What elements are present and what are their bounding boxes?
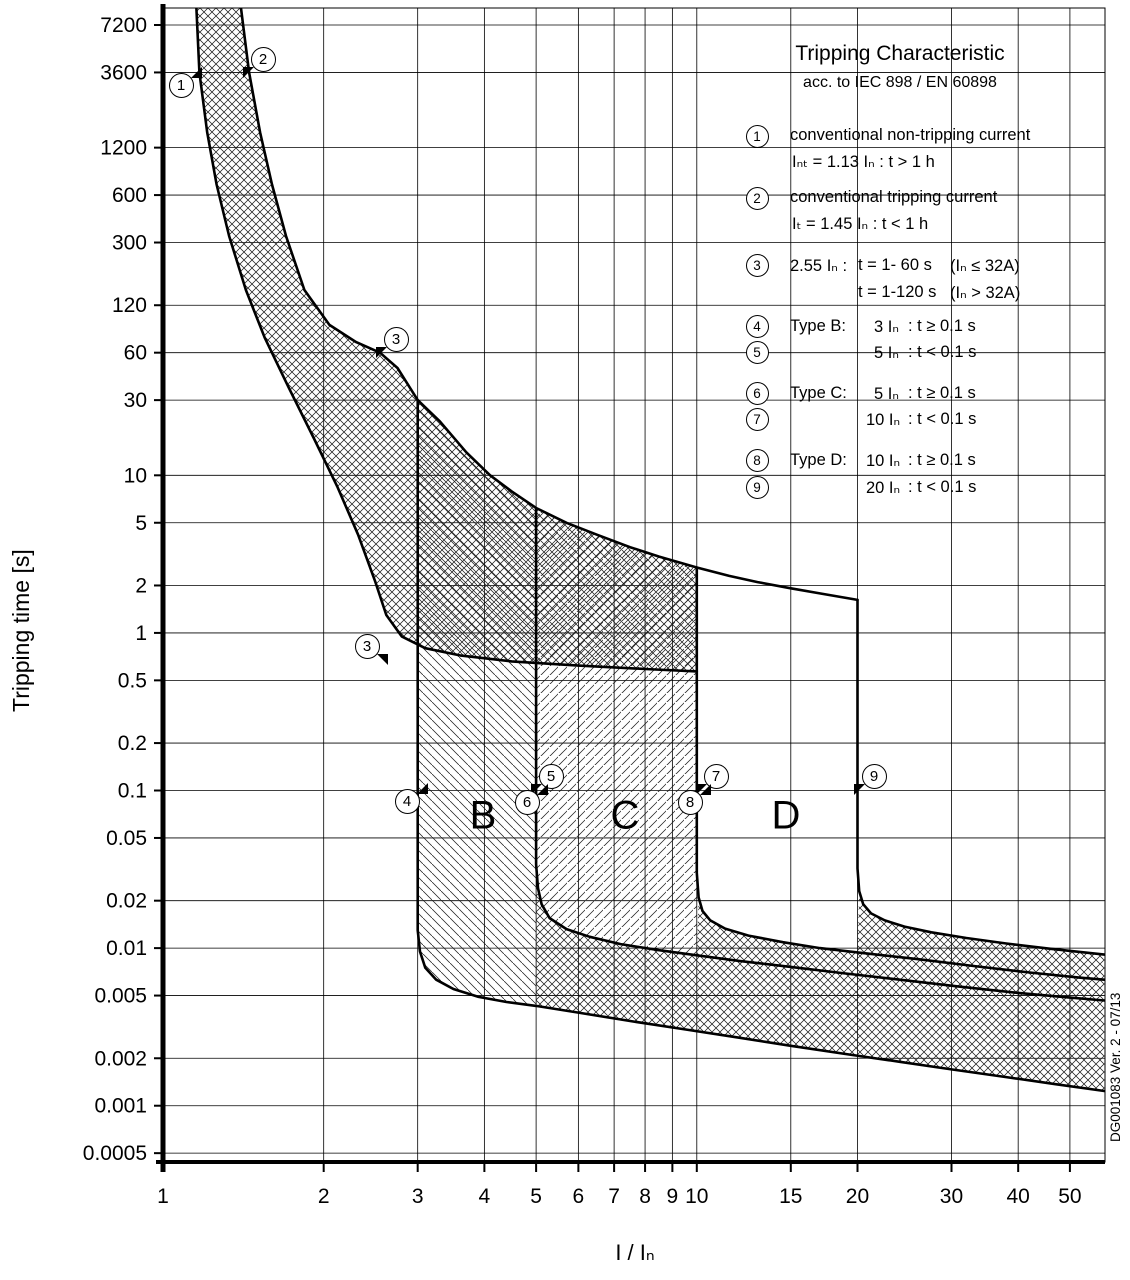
- svg-text:40: 40: [1006, 1185, 1029, 1208]
- svg-text:4: 4: [479, 1185, 491, 1208]
- document-number: DG001083 Ver. 2 - 07/13: [1108, 992, 1123, 1142]
- svg-text:5: 5: [135, 512, 147, 535]
- marker-flag-icon: [530, 783, 542, 795]
- legend-text: Type B:: [790, 317, 846, 335]
- legend-text: 5 Iₙ: [874, 385, 899, 403]
- legend-text: 20 Iₙ: [866, 479, 901, 497]
- marker-flag-icon: [190, 66, 202, 78]
- svg-text:30: 30: [124, 389, 147, 412]
- svg-text:600: 600: [112, 184, 147, 207]
- svg-text:5: 5: [530, 1185, 542, 1208]
- curve-marker-4: 4: [394, 782, 428, 814]
- svg-text:0.01: 0.01: [106, 937, 147, 960]
- legend-number-2: 2: [745, 186, 769, 210]
- region-label-b: B: [469, 793, 497, 838]
- curve-marker-3: 3: [354, 633, 388, 665]
- svg-text:0.005: 0.005: [94, 985, 147, 1008]
- svg-text:8: 8: [639, 1185, 651, 1208]
- region-label-d: D: [771, 793, 801, 838]
- legend-text: Iₜ = 1.45 Iₙ : t < 1 h: [792, 215, 929, 233]
- legend-text: : t ≥ 0.1 s: [908, 451, 976, 469]
- svg-text:0.02: 0.02: [106, 890, 147, 913]
- legend-number-3: 3: [745, 253, 769, 277]
- svg-text:50: 50: [1058, 1185, 1081, 1208]
- svg-text:3: 3: [412, 1185, 424, 1208]
- svg-text:2: 2: [135, 574, 147, 597]
- svg-text:10: 10: [124, 464, 147, 487]
- y-axis-title: Tripping time [s]: [8, 549, 34, 712]
- chart-subtitle: acc. to IEC 898 / EN 60898: [803, 74, 997, 91]
- x-axis-title: I / Iₙ: [615, 1240, 655, 1265]
- marker-flag-icon: [375, 346, 387, 358]
- legend-text: Type D:: [790, 451, 847, 469]
- legend-text: conventional non-tripping current: [790, 126, 1031, 144]
- svg-text:7: 7: [608, 1185, 620, 1208]
- legend-text: 10 Iₙ: [866, 411, 901, 429]
- chart-title: Tripping Characteristic: [795, 42, 1005, 65]
- legend-text: : t < 0.1 s: [908, 478, 977, 496]
- marker-flag-icon: [699, 783, 711, 795]
- legend-text: (Iₙ > 32A): [950, 284, 1021, 302]
- legend-number-1: 1: [745, 124, 769, 148]
- svg-text:6: 6: [573, 1185, 585, 1208]
- legend-text: 3 Iₙ: [874, 318, 899, 336]
- svg-text:300: 300: [112, 232, 147, 255]
- legend-number-4: 4: [745, 314, 769, 338]
- marker-flag-icon: [376, 653, 388, 665]
- legend-number-7: 7: [745, 407, 769, 431]
- legend-text: : t ≥ 0.1 s: [908, 384, 976, 402]
- svg-text:0.001: 0.001: [94, 1095, 147, 1118]
- svg-text:0.002: 0.002: [94, 1047, 147, 1070]
- legend-text: 5 Iₙ: [874, 344, 899, 362]
- svg-text:7200: 7200: [100, 14, 147, 37]
- legend-text: Iₙₜ = 1.13 Iₙ : t > 1 h: [792, 153, 935, 171]
- svg-text:0.0005: 0.0005: [83, 1142, 147, 1165]
- svg-text:0.2: 0.2: [118, 732, 147, 755]
- curve-marker-8: 8: [677, 783, 711, 815]
- svg-text:0.1: 0.1: [118, 780, 147, 803]
- legend-text: : t < 0.1 s: [908, 410, 977, 428]
- legend-number-9: 9: [745, 475, 769, 499]
- curve-marker-3: 3: [375, 326, 409, 358]
- curve-marker-2: 2: [242, 46, 276, 78]
- svg-text:3600: 3600: [100, 61, 147, 84]
- legend-text: : t ≥ 0.1 s: [908, 317, 976, 335]
- svg-text:20: 20: [846, 1185, 869, 1208]
- svg-text:120: 120: [112, 294, 147, 317]
- legend-number-8: 8: [745, 448, 769, 472]
- svg-text:1: 1: [135, 622, 147, 645]
- marker-flag-icon: [416, 782, 428, 794]
- legend-text: t = 1- 60 s: [858, 256, 932, 274]
- curve-marker-1: 1: [168, 66, 202, 98]
- svg-text:2: 2: [318, 1185, 330, 1208]
- curve-marker-9: 9: [853, 763, 887, 795]
- svg-text:60: 60: [124, 342, 147, 365]
- marker-flag-icon: [853, 783, 865, 795]
- legend-text: t = 1-120 s: [858, 283, 937, 301]
- svg-text:1200: 1200: [100, 137, 147, 160]
- legend-text: (Iₙ ≤ 32A): [950, 257, 1020, 275]
- legend-number-5: 5: [745, 340, 769, 364]
- svg-text:15: 15: [779, 1185, 802, 1208]
- marker-flag-icon: [242, 66, 254, 78]
- svg-text:0.05: 0.05: [106, 827, 147, 850]
- svg-text:9: 9: [667, 1185, 679, 1208]
- svg-text:10: 10: [685, 1185, 708, 1208]
- curve-marker-6: 6: [514, 783, 548, 815]
- svg-text:30: 30: [940, 1185, 963, 1208]
- legend-number-6: 6: [745, 381, 769, 405]
- svg-text:1: 1: [157, 1185, 169, 1208]
- legend-text: 10 Iₙ: [866, 452, 901, 470]
- legend-text: conventional tripping current: [790, 188, 998, 206]
- legend-text: : t < 0.1 s: [908, 343, 977, 361]
- legend-text: 2.55 Iₙ :: [790, 257, 848, 275]
- legend-text: Type C:: [790, 384, 847, 402]
- region-label-c: C: [610, 793, 640, 838]
- marker-flag-icon: [536, 783, 548, 795]
- svg-text:0.5: 0.5: [118, 669, 147, 692]
